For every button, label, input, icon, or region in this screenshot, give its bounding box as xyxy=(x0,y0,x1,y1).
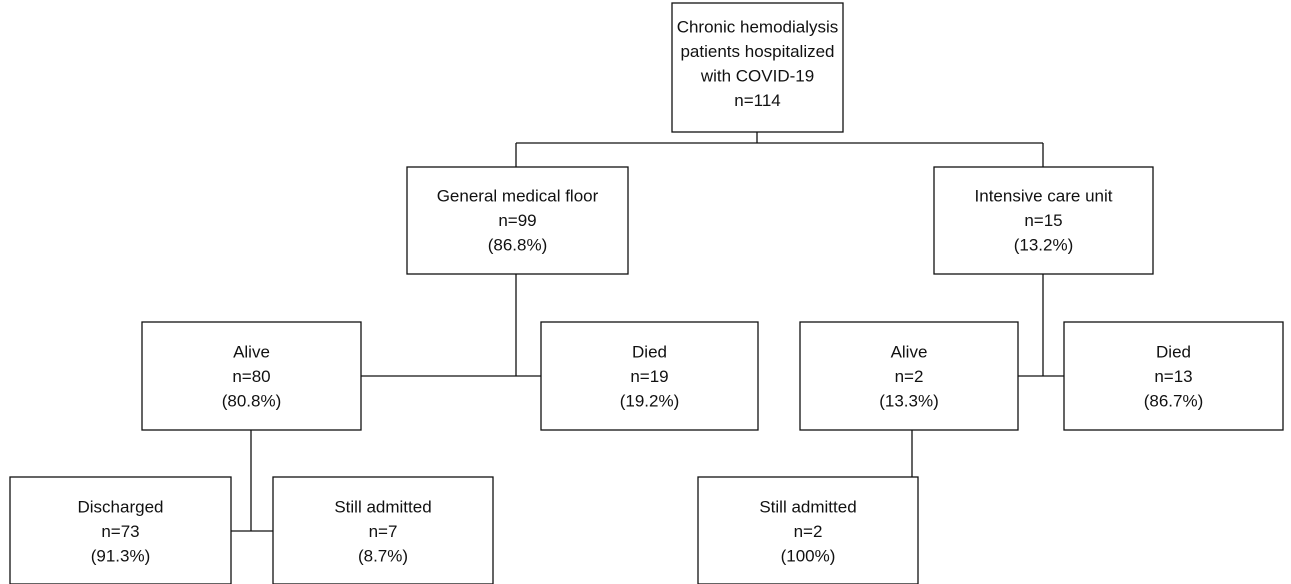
node-box xyxy=(406,166,629,275)
node-text: (19.2%) xyxy=(620,391,680,410)
node-box xyxy=(671,2,844,133)
node-text: (80.8%) xyxy=(222,391,282,410)
node-text: with COVID-19 xyxy=(700,66,814,85)
node-text: n=15 xyxy=(1024,211,1062,230)
node-text: Discharged xyxy=(78,497,164,516)
node-text: (91.3%) xyxy=(91,546,151,565)
node-text: Died xyxy=(632,342,667,361)
node: Died n=13 (86.7%) xyxy=(1063,321,1284,431)
node-text: Still admitted xyxy=(334,497,431,516)
node: Still admitted n=2 (100%) xyxy=(697,476,919,584)
node-text: Still admitted xyxy=(759,497,856,516)
node-text: n=2 xyxy=(895,367,924,386)
node: Alive n=2 (13.3%) xyxy=(799,321,1019,431)
node-text: Intensive care unit xyxy=(975,186,1113,205)
node: Alive n=80 (80.8%) xyxy=(141,321,362,431)
node-text: n=13 xyxy=(1154,367,1192,386)
node: Intensive care unit n=15 (13.2%) xyxy=(933,166,1154,275)
node-text: (13.2%) xyxy=(1014,235,1074,254)
node-text: n=99 xyxy=(498,211,536,230)
node: General medical floor n=99 (86.8%) xyxy=(406,166,629,275)
node-text: n=114 xyxy=(734,91,780,110)
node-box xyxy=(540,321,759,431)
node-box xyxy=(141,321,362,431)
node-box xyxy=(933,166,1154,275)
node-text: n=7 xyxy=(369,522,398,541)
node-box xyxy=(9,476,232,584)
node-text: (100%) xyxy=(781,546,836,565)
node-text: (86.8%) xyxy=(488,235,548,254)
node-box xyxy=(697,476,919,584)
node-text: n=19 xyxy=(630,367,668,386)
node: Still admitted n=7 (8.7%) xyxy=(272,476,494,584)
node-text: n=2 xyxy=(794,522,823,541)
node: Discharged n=73 (91.3%) xyxy=(9,476,232,584)
node-box xyxy=(1063,321,1284,431)
node: Died n=19 (19.2%) xyxy=(540,321,759,431)
node-text: Alive xyxy=(233,342,270,361)
node-text: patients hospitalized xyxy=(680,42,834,61)
node-text: Died xyxy=(1156,342,1191,361)
node-text: Chronic hemodialysis xyxy=(677,17,839,36)
node-text: (13.3%) xyxy=(879,391,939,410)
node-box xyxy=(799,321,1019,431)
node-text: n=80 xyxy=(232,367,270,386)
node: Chronic hemodialysis patients hospitalize… xyxy=(671,2,844,133)
node-box xyxy=(272,476,494,584)
node-text: (8.7%) xyxy=(358,546,408,565)
node-text: (86.7%) xyxy=(1144,391,1204,410)
node-text: General medical floor xyxy=(437,186,599,205)
node-text: Alive xyxy=(891,342,928,361)
node-text: n=73 xyxy=(101,522,139,541)
